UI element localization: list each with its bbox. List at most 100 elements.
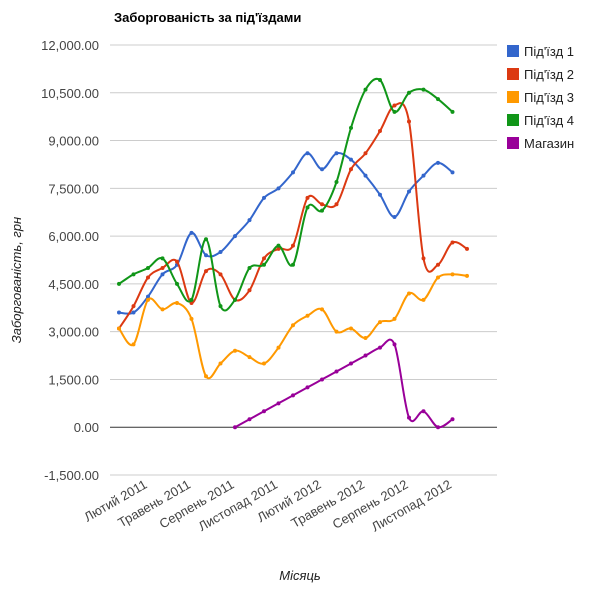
data-point: [204, 237, 208, 242]
data-point: [218, 361, 223, 366]
data-point: [392, 103, 397, 108]
data-point: [349, 157, 353, 162]
data-point: [320, 208, 324, 213]
data-point: [276, 401, 281, 406]
data-point: [262, 361, 266, 366]
data-point: [378, 320, 382, 325]
legend-label: Під'їзд 2: [524, 67, 574, 82]
data-point: [465, 273, 469, 278]
series-line: [118, 151, 454, 315]
data-point: [204, 253, 208, 258]
legend-swatch: [507, 137, 519, 149]
data-point: [392, 215, 397, 219]
data-point: [160, 265, 165, 270]
data-point: [189, 297, 194, 302]
data-point: [291, 243, 295, 248]
data-point: [291, 323, 295, 328]
data-point: [436, 97, 440, 102]
y-tick-label: 0.00: [74, 420, 99, 435]
series-4: [117, 77, 455, 312]
data-point: [305, 205, 310, 210]
gridlines: [110, 44, 497, 476]
y-tick-label: 9,000.00: [48, 134, 99, 149]
data-point: [117, 326, 121, 331]
data-point: [349, 125, 353, 130]
data-point: [233, 234, 237, 239]
series-3: [117, 272, 469, 380]
data-point: [363, 353, 368, 358]
legend-swatch: [507, 45, 519, 57]
data-point: [276, 246, 281, 251]
data-point: [305, 385, 310, 390]
data-point: [247, 218, 252, 223]
data-point: [175, 301, 179, 305]
data-point: [450, 109, 455, 114]
data-point: [131, 272, 136, 277]
data-point: [378, 129, 382, 133]
data-point: [175, 281, 179, 286]
y-tick-label: 10,500.00: [41, 86, 99, 101]
legend-label: Під'їзд 1: [524, 44, 574, 59]
data-point: [117, 281, 121, 286]
data-point: [436, 275, 440, 280]
data-point: [407, 90, 411, 95]
data-point: [450, 272, 455, 277]
series-line: [234, 338, 454, 429]
data-point: [291, 262, 295, 267]
y-tick-label: 1,500.00: [48, 372, 99, 387]
data-point: [247, 265, 252, 270]
y-tick-label: 3,000.00: [48, 325, 99, 340]
data-point: [334, 329, 339, 334]
y-axis-ticks: 12,000.00 10,500.00 9,000.00 7,500.00 6,000.…: [41, 38, 99, 483]
data-point: [421, 409, 426, 414]
data-point: [204, 269, 208, 274]
data-point: [421, 297, 426, 302]
data-point: [146, 294, 150, 299]
data-point: [218, 304, 223, 309]
data-point: [378, 78, 382, 83]
y-tick-label: 12,000.00: [41, 38, 99, 53]
data-point: [189, 230, 194, 235]
data-point: [146, 297, 150, 302]
data-point: [218, 272, 223, 277]
data-point: [131, 304, 136, 309]
data-point: [363, 87, 368, 92]
data-point: [450, 417, 455, 422]
data-point: [421, 87, 426, 92]
data-point: [160, 256, 165, 261]
data-point: [262, 256, 266, 261]
data-point: [349, 361, 353, 366]
data-point: [349, 326, 353, 331]
data-point: [262, 195, 266, 200]
data-point: [392, 109, 397, 114]
data-point: [363, 173, 368, 178]
data-point: [146, 265, 150, 270]
legend-label: Під'їзд 4: [524, 113, 574, 128]
legend-swatch: [507, 114, 519, 126]
data-point: [146, 275, 150, 280]
data-point: [276, 186, 281, 191]
data-point: [247, 355, 252, 360]
data-point: [175, 259, 179, 264]
data-point: [334, 369, 339, 374]
series-5: [233, 338, 455, 430]
data-point: [349, 167, 353, 172]
legend-swatch: [507, 91, 519, 103]
data-point: [436, 160, 440, 165]
y-tick-label: 6,000.00: [48, 229, 99, 244]
legend-label: Під'їзд 3: [524, 90, 574, 105]
data-point: [262, 262, 266, 267]
data-point: [305, 195, 310, 200]
data-point: [320, 202, 324, 207]
data-point: [421, 256, 426, 261]
data-point: [392, 316, 397, 321]
data-point: [334, 151, 339, 156]
legend: Під'їзд 1 Під'їзд 2 Під'їзд 3 Під'їзд 4 Мага…: [507, 44, 574, 151]
data-point: [407, 415, 411, 420]
data-point: [392, 342, 397, 347]
series-line: [118, 77, 454, 312]
series-1: [117, 151, 455, 315]
y-tick-label: 7,500.00: [48, 181, 99, 196]
